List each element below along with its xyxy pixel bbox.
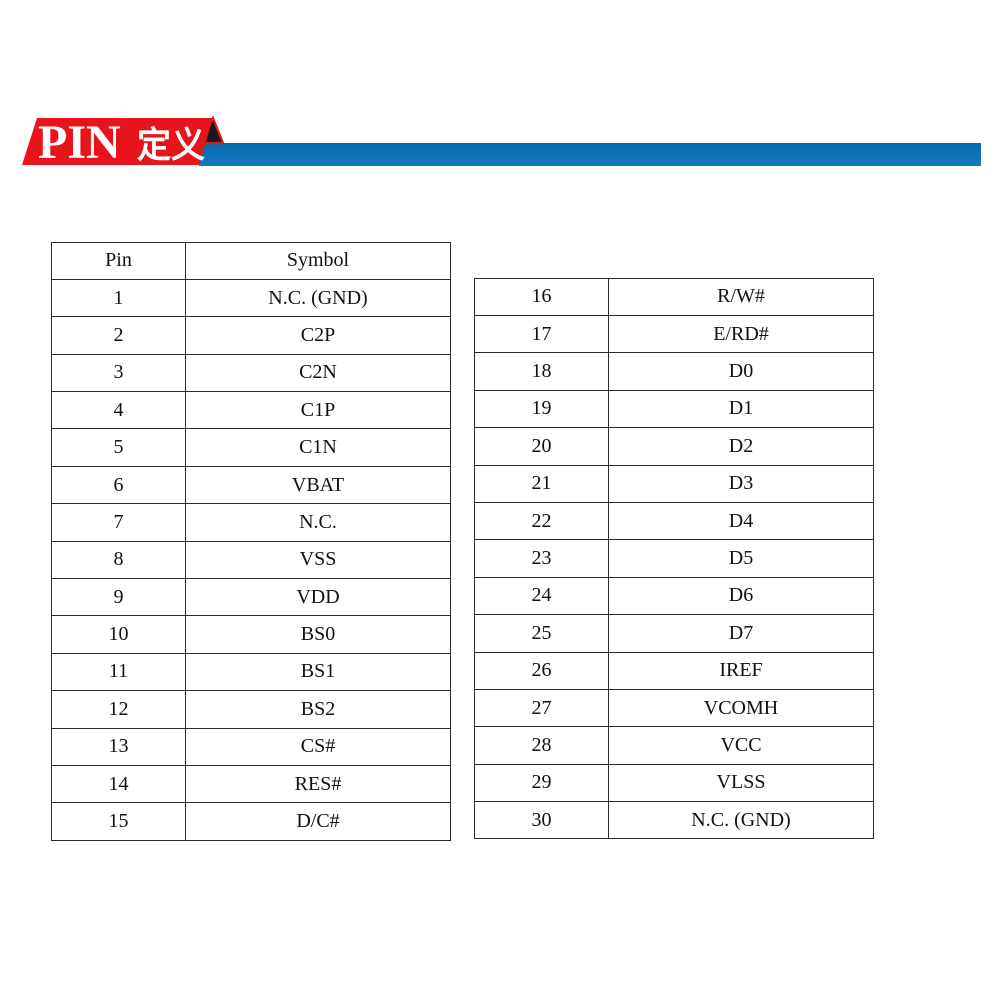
- svg-text:PIN: PIN: [38, 116, 121, 169]
- svg-text:定义: 定义: [137, 125, 205, 165]
